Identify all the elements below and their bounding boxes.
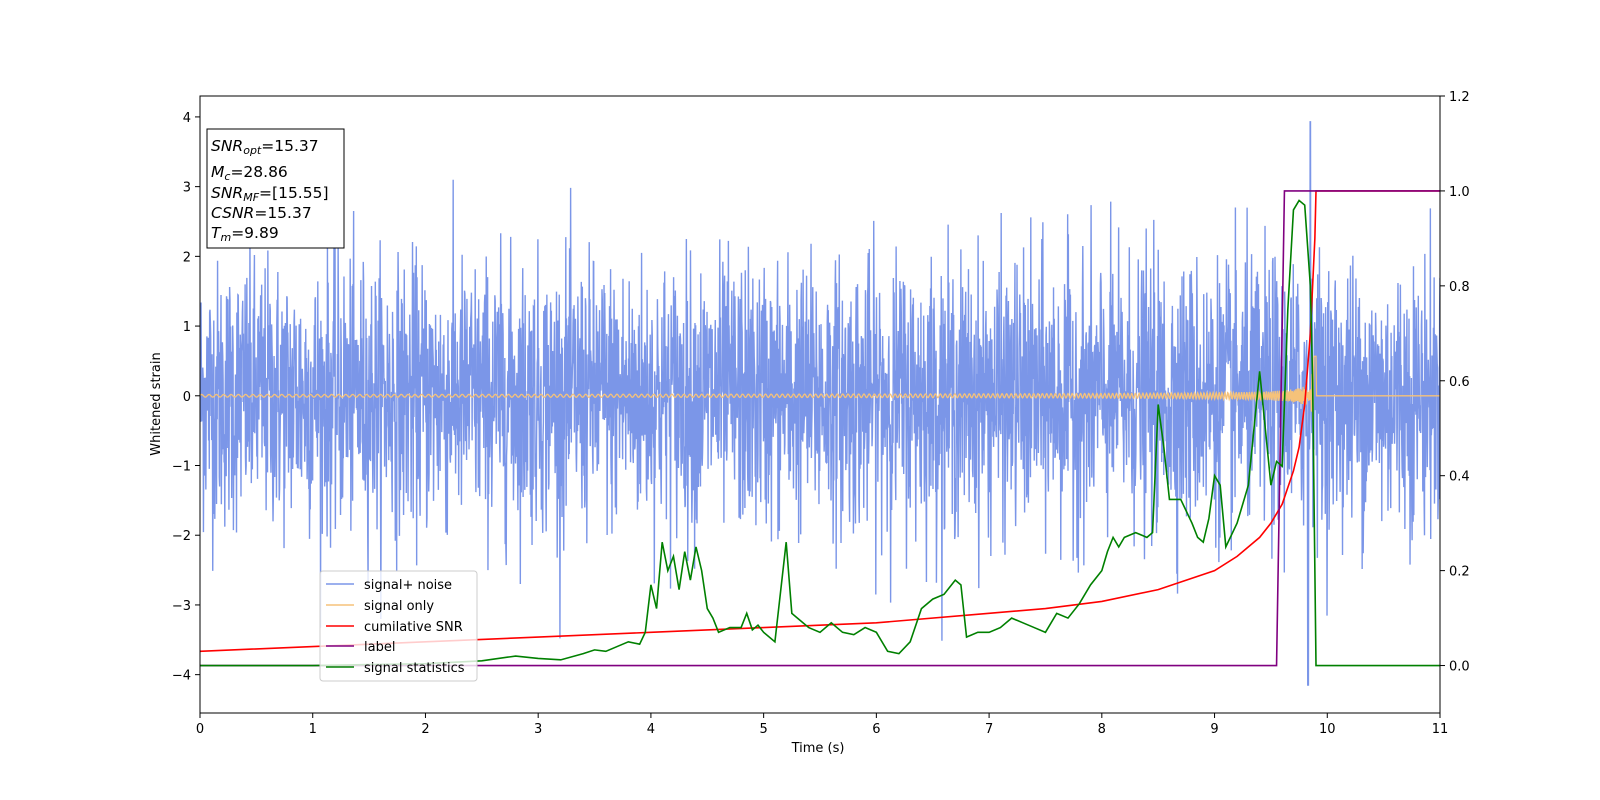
- info-snr-opt: SNRopt=15.37: [211, 137, 319, 157]
- info-box: SNRopt=15.37 Mc=28.86 SNRMF=[15.55] CSNR…: [206, 128, 345, 249]
- x-tick-label: 11: [1432, 722, 1449, 737]
- legend-item-signal-statistics: signal statistics: [326, 661, 465, 676]
- y-right-tick-label: 0.6: [1449, 375, 1470, 390]
- y-right-tick-label: 0.8: [1449, 280, 1470, 295]
- x-tick-label: 10: [1319, 722, 1336, 737]
- x-tick-label: 8: [1098, 722, 1106, 737]
- svg-text:signal statistics: signal statistics: [364, 661, 465, 676]
- y-left-tick-label: 2: [183, 250, 191, 265]
- svg-text:signal+ noise: signal+ noise: [364, 578, 452, 593]
- series-signal-noise: [200, 121, 1440, 686]
- series-signal-only: [200, 355, 1440, 421]
- x-tick-label: 6: [872, 722, 880, 737]
- y-right-tick-label: 0.0: [1449, 660, 1470, 675]
- svg-text:signal only: signal only: [364, 599, 434, 614]
- legend-item-cumulative-snr: cumilative SNR: [326, 620, 463, 635]
- x-axis: 0 1 2 3 4 5 6 7 8 9 10 11: [196, 713, 1448, 737]
- y-left-tick-label: −4: [172, 669, 191, 684]
- info-snr-mf: SNRMF=[15.55]: [211, 184, 329, 204]
- svg-text:cumilative SNR: cumilative SNR: [364, 620, 463, 635]
- y-left-tick-label: 3: [183, 181, 191, 196]
- legend-item-signal-only: signal only: [326, 599, 434, 614]
- series-signal-statistics: [200, 199, 1440, 667]
- y-right-tick-label: 0.4: [1449, 470, 1470, 485]
- x-tick-label: 0: [196, 722, 204, 737]
- x-tick-label: 2: [421, 722, 429, 737]
- y-left-tick-label: 1: [183, 320, 191, 335]
- legend: signal+ noise signal only cumilative SNR…: [319, 570, 478, 682]
- series-label: [200, 190, 1440, 667]
- y-left-tick-label: −1: [172, 460, 191, 475]
- legend-item-signal-noise: signal+ noise: [326, 578, 452, 593]
- y-right-tick-label: 1.0: [1449, 185, 1470, 200]
- x-axis-label: Time (s): [791, 741, 845, 756]
- y-left-tick-label: 0: [183, 390, 191, 405]
- info-mc: Mc=28.86: [211, 163, 288, 183]
- axes-frame: [199, 95, 1441, 714]
- x-tick-label: 9: [1210, 722, 1218, 737]
- info-tm: Tm=9.89: [211, 224, 279, 244]
- x-tick-label: 1: [309, 722, 317, 737]
- y-left-tick-label: 4: [183, 111, 191, 126]
- legend-item-label: label: [326, 640, 395, 655]
- y-left-tick-label: −3: [172, 599, 191, 614]
- x-tick-label: 5: [759, 722, 767, 737]
- x-tick-label: 7: [985, 722, 993, 737]
- svg-text:label: label: [364, 640, 395, 655]
- x-tick-label: 4: [647, 722, 655, 737]
- info-csnr: CSNR=15.37: [211, 204, 312, 222]
- y-right-tick-label: 0.2: [1449, 565, 1470, 580]
- y-axis-right: 0.0 0.2 0.4 0.6 0.8 1.0 1.2: [1440, 90, 1470, 675]
- y-axis-label: Whitened strain: [149, 352, 164, 455]
- y-axis-left: −4 −3 −2 −1 0 1 2 3 4: [172, 111, 200, 684]
- plot-area: [200, 121, 1440, 686]
- x-tick-label: 3: [534, 722, 542, 737]
- y-right-tick-label: 1.2: [1449, 90, 1470, 105]
- y-left-tick-label: −2: [172, 529, 191, 544]
- series-cumulative-snr: [200, 190, 1440, 653]
